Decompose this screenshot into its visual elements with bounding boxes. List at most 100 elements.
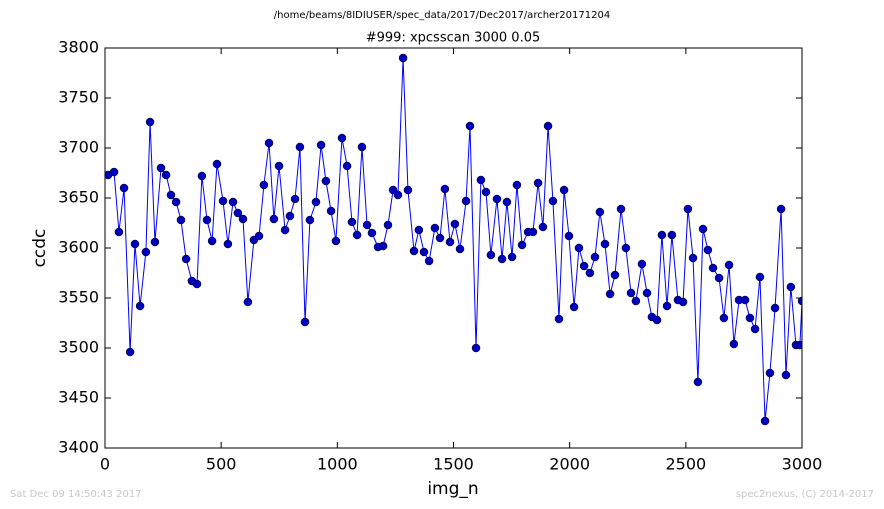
x-tick-label: 3000 bbox=[782, 455, 823, 474]
data-point bbox=[657, 230, 667, 240]
data-point bbox=[719, 313, 729, 323]
data-point bbox=[461, 196, 471, 206]
data-point bbox=[161, 170, 171, 180]
data-point bbox=[130, 239, 140, 249]
data-point bbox=[745, 313, 755, 323]
data-point bbox=[430, 223, 440, 233]
data-point bbox=[703, 245, 713, 255]
data-point bbox=[202, 215, 212, 225]
data-point bbox=[574, 243, 584, 253]
y-tick-label: 3600 bbox=[58, 238, 99, 257]
data-point bbox=[440, 184, 450, 194]
data-point bbox=[471, 343, 481, 353]
data-point bbox=[698, 224, 708, 234]
data-point bbox=[326, 206, 336, 216]
data-point bbox=[554, 314, 564, 324]
data-point bbox=[347, 217, 357, 227]
x-tick-label: 500 bbox=[206, 455, 237, 474]
data-point bbox=[398, 53, 408, 63]
data-point bbox=[311, 197, 321, 207]
data-point bbox=[435, 233, 445, 243]
y-tick-label: 3800 bbox=[58, 38, 99, 57]
data-point bbox=[740, 295, 750, 305]
data-point bbox=[662, 301, 672, 311]
data-point bbox=[357, 142, 367, 152]
data-point bbox=[517, 240, 527, 250]
data-point bbox=[274, 161, 284, 171]
x-tick-label: 2000 bbox=[549, 455, 590, 474]
data-point bbox=[481, 187, 491, 197]
data-point bbox=[781, 370, 791, 380]
data-point bbox=[192, 279, 202, 289]
y-tick-label: 3550 bbox=[58, 288, 99, 307]
data-point bbox=[533, 178, 543, 188]
data-point bbox=[579, 261, 589, 271]
data-point bbox=[156, 163, 166, 173]
y-axis-label: ccdc bbox=[30, 229, 50, 268]
data-point bbox=[145, 117, 155, 127]
data-point bbox=[419, 247, 429, 257]
data-point bbox=[455, 244, 465, 254]
data-point bbox=[600, 239, 610, 249]
data-point bbox=[243, 297, 253, 307]
data-point bbox=[502, 197, 512, 207]
data-point bbox=[141, 247, 151, 257]
data-point bbox=[228, 197, 238, 207]
data-point bbox=[218, 196, 228, 206]
data-point bbox=[119, 183, 129, 193]
data-point bbox=[610, 270, 620, 280]
data-point bbox=[465, 121, 475, 131]
data-point bbox=[642, 288, 652, 298]
data-point bbox=[331, 236, 341, 246]
data-point bbox=[605, 289, 615, 299]
data-point bbox=[254, 231, 264, 241]
y-tick-label: 3750 bbox=[58, 88, 99, 107]
data-point bbox=[512, 180, 522, 190]
data-point bbox=[362, 220, 372, 230]
data-point bbox=[616, 204, 626, 214]
data-point bbox=[295, 142, 305, 152]
data-point bbox=[631, 296, 641, 306]
data-point bbox=[797, 296, 802, 306]
data-point bbox=[693, 377, 703, 387]
data-point bbox=[755, 272, 765, 282]
data-point bbox=[678, 297, 688, 307]
data-point bbox=[176, 215, 186, 225]
data-point bbox=[114, 227, 124, 237]
footer-right: spec2nexus, (C) 2014-2017 bbox=[736, 489, 874, 500]
data-point bbox=[393, 190, 403, 200]
x-tick-label: 1500 bbox=[433, 455, 474, 474]
data-point bbox=[683, 204, 693, 214]
data-point bbox=[316, 140, 326, 150]
data-point bbox=[595, 207, 605, 217]
data-point bbox=[652, 315, 662, 325]
data-point bbox=[269, 214, 279, 224]
data-point bbox=[729, 339, 739, 349]
data-point bbox=[166, 190, 176, 200]
data-point bbox=[564, 231, 574, 241]
data-point bbox=[321, 176, 331, 186]
data-point bbox=[626, 288, 636, 298]
data-point bbox=[125, 347, 135, 357]
data-point bbox=[492, 194, 502, 204]
data-point bbox=[233, 208, 243, 218]
data-point bbox=[776, 204, 786, 214]
data-point bbox=[367, 228, 377, 238]
data-point bbox=[590, 252, 600, 262]
plot-area bbox=[105, 48, 802, 448]
data-point bbox=[171, 197, 181, 207]
data-point bbox=[760, 416, 770, 426]
data-point bbox=[207, 236, 217, 246]
data-point bbox=[383, 220, 393, 230]
data-point bbox=[300, 317, 310, 327]
data-point bbox=[786, 282, 796, 292]
data-point bbox=[290, 194, 300, 204]
data-point bbox=[714, 273, 724, 283]
data-point bbox=[337, 133, 347, 143]
data-point bbox=[538, 222, 548, 232]
suptitle: /home/beams/8IDIUSER/spec_data/2017/Dec2… bbox=[274, 10, 610, 21]
data-point bbox=[559, 185, 569, 195]
data-point bbox=[667, 230, 677, 240]
data-point bbox=[197, 171, 207, 181]
